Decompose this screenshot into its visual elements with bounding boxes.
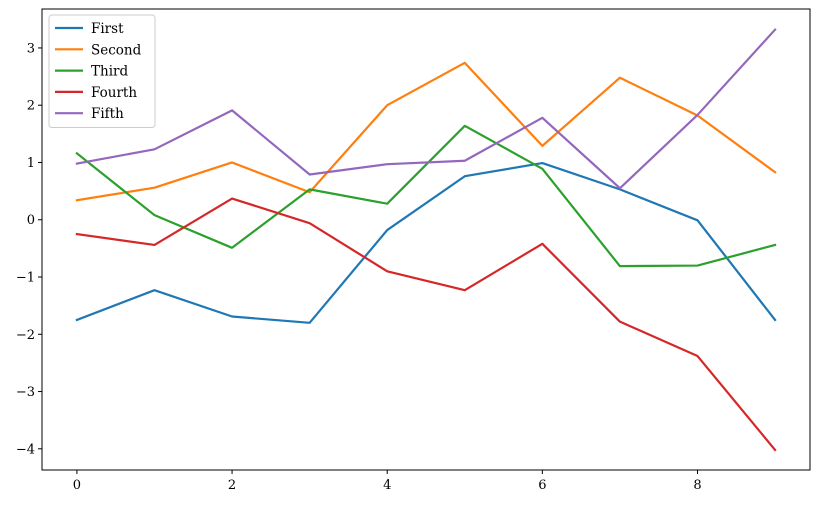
- x-tick-label: 0: [73, 478, 81, 493]
- series-line-third: [75, 124, 777, 268]
- series-layer: [75, 28, 777, 452]
- y-tick-label: −2: [16, 328, 35, 343]
- legend-box: [48, 14, 156, 128]
- series-line-second: [75, 61, 777, 202]
- legend-label: Third: [91, 64, 128, 80]
- legend-label: Fourth: [91, 85, 137, 101]
- series-line-fourth: [75, 197, 777, 452]
- y-tick-label: −1: [16, 271, 35, 286]
- axes-frame: [41, 8, 811, 471]
- y-tick-label: 0: [27, 213, 35, 228]
- legend-label: Second: [91, 42, 142, 58]
- legend: First Second Third Fourth Fifth: [48, 14, 156, 128]
- y-tick-label: 1: [27, 156, 35, 171]
- legend-label: Fifth: [91, 106, 124, 122]
- x-tick-label: 6: [538, 478, 546, 493]
- x-tick-label: 4: [383, 478, 391, 493]
- series-line-fifth: [75, 28, 777, 190]
- y-axis: −4 −3 −2 −1 0 1 2 3: [16, 41, 42, 457]
- y-tick-label: −4: [16, 442, 35, 457]
- series-line-first: [75, 161, 777, 324]
- legend-label: First: [91, 21, 124, 37]
- x-tick-label: 2: [228, 478, 236, 493]
- y-tick-label: 3: [27, 41, 35, 56]
- y-tick-label: 2: [27, 99, 35, 114]
- x-tick-label: 8: [693, 478, 701, 493]
- x-axis: 0 2 4 6 8: [73, 470, 702, 493]
- y-tick-label: −3: [16, 385, 35, 400]
